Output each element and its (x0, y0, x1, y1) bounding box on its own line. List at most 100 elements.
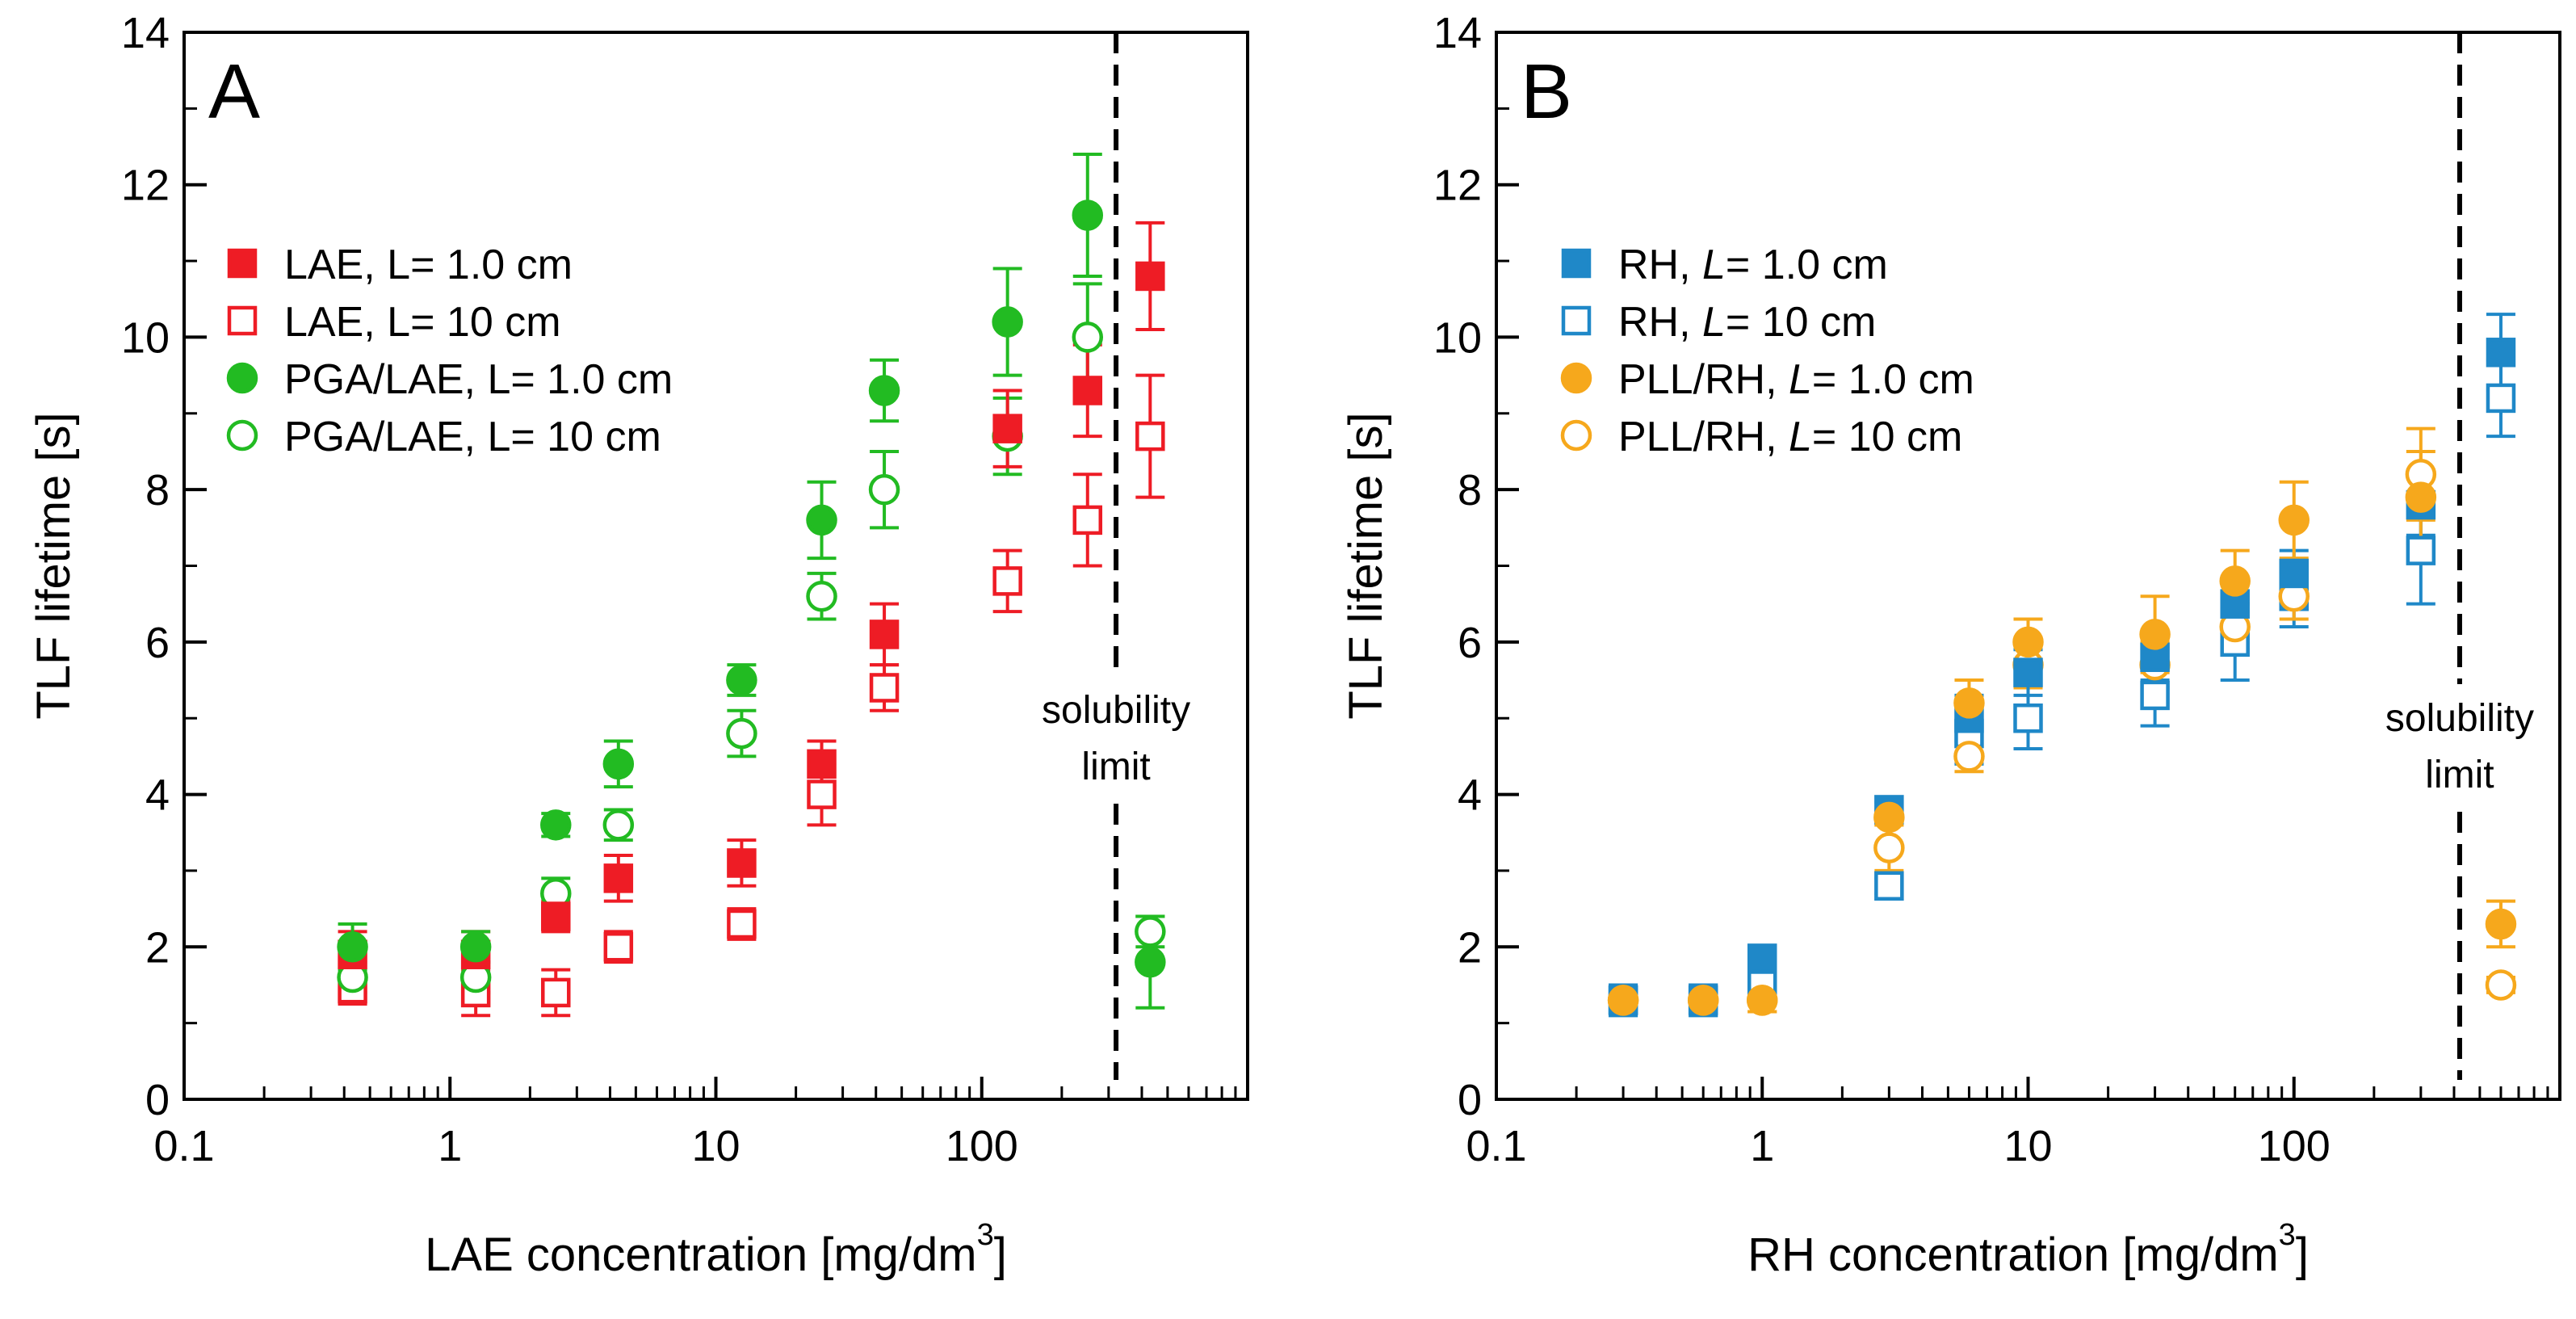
y-tick-label: 14 (1433, 9, 1482, 57)
y-tick-label: 6 (145, 619, 170, 667)
data-point (807, 749, 837, 779)
data-point (2405, 481, 2437, 513)
data-point (2406, 536, 2436, 565)
legend-marker (227, 248, 258, 279)
x-axis-title-end: ] (2296, 1229, 2309, 1281)
data-point (806, 580, 837, 612)
data-point (1135, 916, 1166, 947)
legend-label-part: PGA/LAE, L= 10 cm (284, 414, 661, 460)
legend-label: LAE, L= 10 cm (284, 299, 561, 346)
y-axis-title: TLF lifetime [s] (27, 412, 80, 719)
data-point (2278, 504, 2310, 536)
solubility-limit-label: limit (1081, 746, 1150, 788)
data-point (2486, 383, 2516, 414)
legend-label: RH, L= 1.0 cm (1618, 242, 1888, 288)
data-point (541, 901, 571, 931)
legend-label: PGA/LAE, L= 1.0 cm (284, 356, 673, 403)
data-point (603, 863, 634, 893)
legend-marker (1560, 362, 1592, 394)
data-point (2012, 626, 2044, 658)
legend-marker (226, 362, 258, 394)
y-tick-label: 0 (145, 1076, 170, 1124)
legend-label-part: = 1.0 cm (1726, 242, 1888, 288)
data-point (1072, 376, 1103, 405)
y-tick-label: 8 (1458, 466, 1482, 515)
y-tick-label: 6 (1458, 619, 1482, 667)
data-point (1687, 985, 1719, 1016)
legend-label-part: RH, (1618, 242, 1702, 288)
legend-label-part: LAE, L= 1.0 cm (284, 242, 573, 288)
legend-marker (227, 305, 258, 336)
legend-label: LAE, L= 1.0 cm (284, 242, 573, 288)
x-tick-label: 10 (691, 1122, 740, 1170)
series-pll-rh-l-10-cm (1609, 426, 2515, 1014)
y-tick-label: 2 (1458, 923, 1482, 972)
data-point (992, 306, 1023, 338)
data-point (2140, 680, 2170, 711)
data-point (602, 809, 635, 841)
legend-label-part: PLL/RH, (1618, 356, 1789, 403)
data-point (337, 931, 368, 963)
legend-label-part: PGA/LAE, L= 1.0 cm (284, 356, 673, 403)
data-point (1747, 943, 1777, 973)
data-point (1072, 505, 1103, 536)
plot-frame (1495, 31, 2561, 1101)
data-point (2013, 657, 2043, 687)
legend-label: PGA/LAE, L= 10 cm (284, 414, 661, 460)
panel-letter: A (208, 48, 260, 135)
data-point (727, 848, 757, 878)
y-tick-label: 14 (121, 9, 170, 57)
data-point (2013, 703, 2043, 733)
data-point (1135, 261, 1165, 292)
chart-panel-a: 0 2 4 6 8 10 12 14 0.1 1 10 100 LAE concentration [m… (27, 9, 1249, 1281)
legend-label-part: L (1789, 356, 1812, 403)
data-point (2485, 969, 2517, 1001)
solubility-limit-label: limit (2425, 754, 2494, 796)
x-tick-label: 0.1 (153, 1122, 214, 1170)
data-point (869, 620, 900, 649)
legend-label: RH, L= 10 cm (1618, 299, 1876, 346)
x-axis-title: RH concentration [mg/dm3] (1747, 1218, 2309, 1281)
data-point (806, 504, 837, 536)
solubility-limit-label: solubility (1042, 689, 1190, 732)
data-point (869, 673, 900, 703)
x-axis-title-sup: 3 (977, 1218, 994, 1252)
y-tick-label: 10 (1433, 313, 1482, 362)
y-tick-label: 4 (145, 771, 170, 820)
data-point (1747, 985, 1778, 1016)
legend-marker (226, 419, 258, 452)
data-point (992, 414, 1022, 443)
data-point (726, 664, 757, 696)
x-tick-label: 100 (2258, 1122, 2331, 1170)
legend-label-part: = 10 cm (1812, 414, 1962, 460)
legend-label: PLL/RH, L= 10 cm (1618, 414, 1962, 460)
data-point (1953, 741, 1985, 772)
data-point (1072, 321, 1104, 353)
chart-panel-b: 0 2 4 6 8 10 12 14 0.1 1 10 100 RH concentration [mg… (1340, 9, 2561, 1281)
x-axis-title-end: ] (994, 1229, 1007, 1281)
data-point (1135, 421, 1165, 452)
data-point (1874, 871, 1904, 901)
data-point (868, 375, 900, 406)
legend-label-part: = 10 cm (1726, 299, 1876, 346)
data-point (807, 779, 837, 809)
data-point (459, 931, 492, 963)
panel-letter: B (1521, 48, 1572, 135)
data-point (1873, 801, 1905, 834)
legend-label-part: = 1.0 cm (1812, 356, 1974, 403)
data-point (1953, 687, 1985, 719)
y-tick-label: 12 (121, 162, 170, 210)
data-point (1072, 200, 1104, 231)
legend-label-part: L (1702, 299, 1726, 346)
data-point (603, 932, 634, 962)
series-pll-rh-l-1-0-cm (1609, 449, 2515, 1014)
data-point (1607, 985, 1639, 1016)
y-axis-title: TLF lifetime [s] (1340, 412, 1392, 719)
legend-label-part: L (1702, 242, 1726, 288)
legend: LAE, L= 1.0 cm LAE, L= 10 cm PGA/LAE, L= 1… (226, 242, 673, 460)
x-axis-title-main: RH concentration [mg/dm (1747, 1229, 2279, 1281)
y-tick-label: 12 (1433, 162, 1482, 210)
y-tick-label: 4 (1458, 771, 1482, 820)
data-point (2486, 338, 2516, 368)
